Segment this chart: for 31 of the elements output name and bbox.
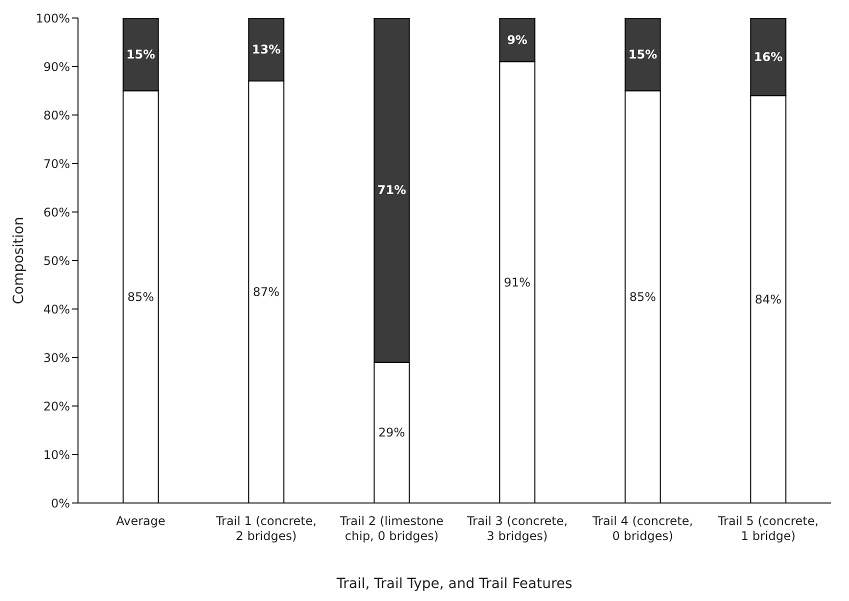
y-tick-label: 40% (43, 302, 70, 316)
x-axis-title: Trail, Trail Type, and Trail Features (336, 576, 572, 592)
data-label: 84% (754, 292, 782, 306)
y-tick-label: 20% (43, 399, 70, 414)
x-tick-label: Trail 2 (limestone chip, 0 bridges) (339, 514, 444, 543)
data-label: 9% (507, 32, 528, 47)
y-tick-label: 90% (43, 60, 70, 74)
y-tick-label: 10% (43, 448, 70, 462)
x-tick-label: Trail 1 (concrete, 2 bridges) (214, 514, 317, 543)
data-label: 91% (504, 275, 531, 290)
y-tick-label: 50% (43, 254, 70, 268)
y-tick-label: 0% (50, 496, 70, 510)
data-label: 15% (628, 47, 658, 62)
y-tick-label: 60% (43, 205, 70, 220)
x-tick-label: Trail 4 (concrete, 0 bridges) (591, 514, 694, 543)
y-tick-label: 80% (43, 108, 70, 122)
x-tick-label: Trail 5 (concrete, 1 bridge) (716, 514, 819, 543)
x-tick-label: Average (116, 514, 166, 528)
y-tick-label: 70% (43, 156, 70, 171)
data-label: 13% (252, 42, 281, 57)
y-tick-label: 30% (43, 350, 70, 365)
data-label: 16% (754, 50, 783, 64)
data-label: 71% (377, 183, 406, 198)
data-label: 85% (629, 290, 656, 304)
data-label: 87% (252, 285, 280, 300)
x-tick-label: Trail 3 (concrete, 3 bridges) (466, 514, 568, 543)
data-label: 29% (378, 426, 406, 440)
data-label: 85% (127, 290, 154, 304)
y-axis-title: Composition (10, 216, 27, 304)
y-tick-label: 100% (36, 11, 70, 26)
data-label: 15% (126, 47, 156, 62)
